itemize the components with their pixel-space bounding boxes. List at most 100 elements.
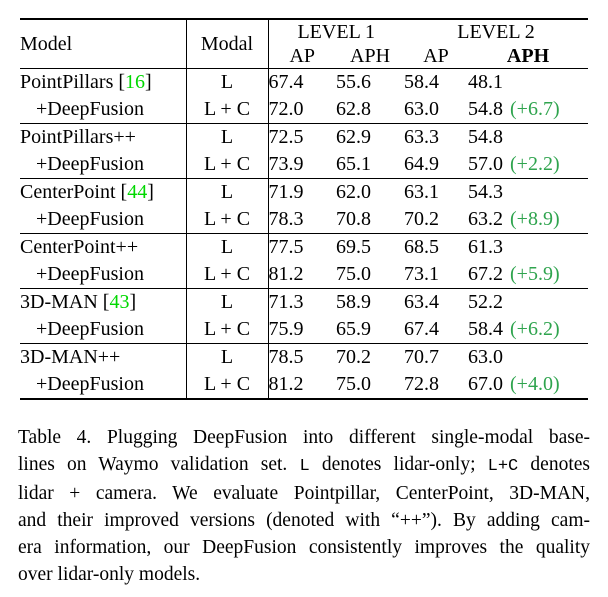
l2-aph-cell: 67.0 (+4.0) xyxy=(468,371,588,399)
l1-ap-cell: 77.5 xyxy=(268,233,336,261)
results-table: Model Modal LEVEL 1 LEVEL 2 AP APH AP AP… xyxy=(20,18,589,400)
citation-bracket: ] xyxy=(129,291,137,313)
caption-line: lines on Waymo validation set. L denotes… xyxy=(18,451,590,480)
l1-ap-cell: 78.3 xyxy=(268,208,304,230)
model-name: +DeepFusion xyxy=(36,263,144,285)
model-name: 3D-MAN++ xyxy=(20,346,121,368)
modal-cell: L + C xyxy=(186,206,269,234)
modal-cell: L + C xyxy=(186,151,269,179)
l2-aph-value: 52.2 xyxy=(468,291,504,313)
model-name: +DeepFusion xyxy=(36,318,144,340)
l2-aph-cell: 54.3 xyxy=(468,178,589,206)
modal-cell: L + C xyxy=(186,261,269,289)
model-cell: 3D-MAN++ xyxy=(20,343,187,371)
citation-link[interactable]: 43 xyxy=(109,291,130,313)
l2-aph-cell: 58.4 (+6.2) xyxy=(468,316,588,344)
delta-value: (+6.7) xyxy=(510,98,560,120)
column-header-l1-aph: APH xyxy=(350,44,391,67)
l1-ap-cell: 78.5 xyxy=(268,343,336,371)
l2-aph-cell: 54.8 (+6.7) xyxy=(468,96,588,124)
model-name: PointPillars [ xyxy=(20,71,126,93)
l1-aph-cell: 75.0 xyxy=(336,373,371,395)
l1-aph-cell: 69.5 xyxy=(336,233,405,261)
l2-aph-cell: 52.2 xyxy=(468,288,589,316)
l2-aph-value: 48.1 xyxy=(468,71,504,93)
l1-aph-cell: 62.0 xyxy=(336,178,405,206)
column-header-modal: Modal xyxy=(186,19,269,69)
l1-ap-cell: 75.9 xyxy=(268,318,304,340)
l2-ap-cell: 63.1 xyxy=(404,178,469,206)
model-cell: +DeepFusion xyxy=(20,261,187,289)
table-row: PointPillars [16] L 67.4 55.6 58.4 48.1 xyxy=(20,68,588,97)
l1-ap-cell: 73.9 xyxy=(268,153,304,175)
model-name: 3D-MAN [ xyxy=(20,291,110,313)
modal-cell: L xyxy=(186,288,269,316)
caption-text: over lidar-only models. xyxy=(18,564,201,585)
table-row: +DeepFusion L + C 75.9 65.9 67.4 58.4 (+6… xyxy=(20,316,588,344)
citation-bracket: ] xyxy=(145,71,152,93)
l2-aph-value: 54.8 xyxy=(468,98,504,120)
l2-aph-cell: 63.0 xyxy=(468,343,589,371)
l1-aph-cell: 70.2 xyxy=(336,343,405,371)
table-row: +DeepFusion L + C 78.3 70.8 70.2 63.2 (+8… xyxy=(20,206,588,234)
caption-text: lines on Waymo validation set. xyxy=(18,454,300,475)
modal-cell: L + C xyxy=(186,96,269,124)
caption-text: and their improved versions (denoted wit… xyxy=(18,510,590,531)
l1-ap-cell: 81.2 xyxy=(268,373,304,395)
l2-ap-cell: 70.7 xyxy=(404,343,469,371)
l1-aph-cell: 65.9 xyxy=(336,318,371,340)
l2-aph-value: 54.8 xyxy=(468,126,504,148)
column-header-l1-ap: AP xyxy=(289,44,316,67)
l2-ap-cell: 70.2 xyxy=(404,208,440,230)
l2-aph-value: 67.2 xyxy=(468,263,504,285)
l2-aph-cell: 48.1 xyxy=(468,69,588,97)
model-cell: PointPillars [16] xyxy=(20,68,187,96)
l2-ap-cell: 58.4 xyxy=(404,71,440,93)
table-caption: Table 4. Plugging DeepFusion into differ… xyxy=(18,424,590,588)
inline-code-lc: L+C xyxy=(487,457,519,476)
model-cell: CenterPoint++ xyxy=(20,233,187,261)
modal-cell: L xyxy=(186,178,269,206)
column-header-level2: LEVEL 2 xyxy=(457,20,535,43)
model-name: +DeepFusion xyxy=(36,208,144,230)
l2-ap-cell: 64.9 xyxy=(404,153,440,175)
model-cell: +DeepFusion xyxy=(20,206,187,234)
l1-aph-cell: 75.0 xyxy=(336,263,371,285)
inline-code-l: L xyxy=(299,457,310,476)
model-cell: +DeepFusion xyxy=(20,316,187,344)
table-row: 3D-MAN++ L 78.5 70.2 70.7 63.0 xyxy=(20,343,589,371)
l2-aph-cell: 67.2 (+5.9) xyxy=(468,261,588,289)
modal-cell: L + C xyxy=(186,316,269,344)
l1-aph-cell: 65.1 xyxy=(336,153,371,175)
column-header-level1: LEVEL 1 xyxy=(297,20,376,43)
delta-value: (+8.9) xyxy=(510,208,560,230)
citation-link[interactable]: 16 xyxy=(125,71,146,93)
model-cell: +DeepFusion xyxy=(20,96,187,124)
table-row: +DeepFusion L + C 72.0 62.8 63.0 54.8 (+6… xyxy=(20,96,588,124)
column-header-model: Model xyxy=(20,19,187,69)
l1-ap-cell: 67.4 xyxy=(268,71,304,93)
table-row: PointPillars++ L 72.5 62.9 63.3 54.8 xyxy=(20,123,589,151)
table-row: CenterPoint++ L 77.5 69.5 68.5 61.3 xyxy=(20,233,589,261)
l1-ap-cell: 72.5 xyxy=(268,123,336,151)
l2-aph-value: 63.0 xyxy=(468,346,504,368)
model-name: CenterPoint++ xyxy=(20,236,139,258)
l1-ap-cell: 72.0 xyxy=(268,98,304,120)
l2-aph-value: 67.0 xyxy=(468,373,504,395)
l2-ap-cell: 73.1 xyxy=(404,263,440,285)
table-row: +DeepFusion L + C 73.9 65.1 64.9 57.0 (+2… xyxy=(20,151,588,179)
caption-text: denotes lidar-only; xyxy=(309,454,488,475)
table-header: Model Modal LEVEL 1 LEVEL 2 AP APH AP AP… xyxy=(20,19,589,69)
l2-aph-cell: 57.0 (+2.2) xyxy=(468,151,588,179)
l2-aph-cell: 61.3 xyxy=(468,233,589,261)
citation-link[interactable]: 44 xyxy=(127,181,148,203)
l1-aph-cell: 58.9 xyxy=(336,288,405,316)
l1-aph-cell: 70.8 xyxy=(336,208,371,230)
model-name: PointPillars++ xyxy=(20,126,136,148)
l2-ap-cell: 68.5 xyxy=(404,233,469,261)
model-name: +DeepFusion xyxy=(36,153,144,175)
caption-text: denotes xyxy=(518,454,590,475)
delta-value: (+2.2) xyxy=(510,153,560,175)
caption-text: era information, our DeepFusion consiste… xyxy=(18,537,590,558)
